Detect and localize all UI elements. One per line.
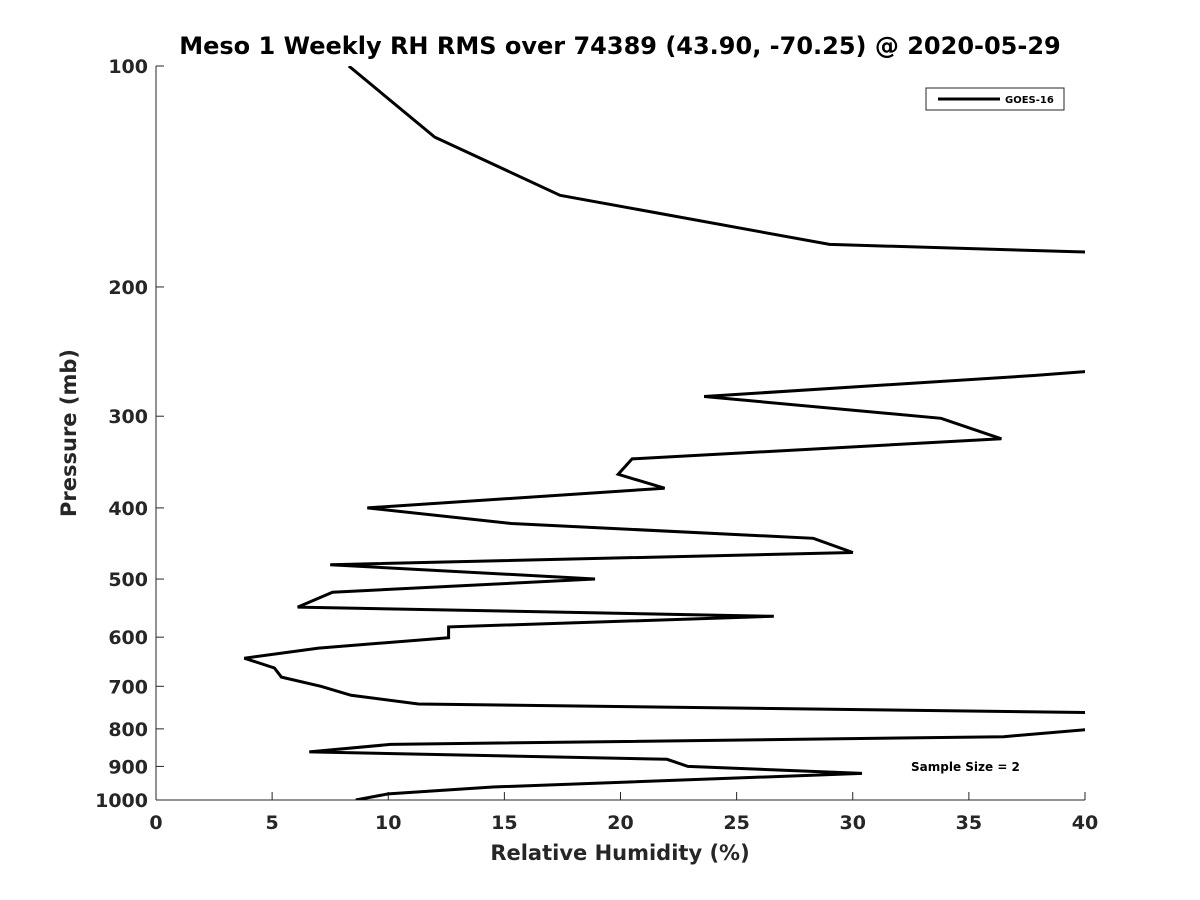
x-tick-label: 15 — [491, 812, 517, 834]
y-ticks: 100 200 300 400 500 600 700 800 900 1000 — [95, 56, 164, 812]
x-tick-label: 35 — [956, 812, 982, 834]
x-tick-label: 30 — [840, 812, 866, 834]
series-group — [243, 66, 1085, 800]
y-tick-label: 500 — [108, 569, 148, 591]
chart-title: Meso 1 Weekly RH RMS over 74389 (43.90, … — [179, 32, 1061, 60]
y-tick-label: 700 — [108, 676, 148, 698]
x-tick-label: 25 — [723, 812, 749, 834]
y-axis-label: Pressure (mb) — [57, 349, 81, 517]
y-tick-label: 200 — [108, 277, 148, 299]
y-tick-label: 800 — [108, 719, 148, 741]
y-tick-label: 1000 — [95, 790, 148, 812]
x-axis-label: Relative Humidity (%) — [490, 841, 749, 865]
legend-label-goes-16: GOES-16 — [1005, 95, 1054, 106]
x-ticks: 0 5 10 15 20 25 30 35 40 — [149, 792, 1098, 834]
x-tick-label: 20 — [607, 812, 633, 834]
x-tick-label: 0 — [149, 812, 162, 834]
y-tick-label: 300 — [108, 406, 148, 428]
series-line-goes-16 — [243, 66, 1085, 800]
x-tick-label: 40 — [1072, 812, 1098, 834]
x-tick-label: 5 — [266, 812, 279, 834]
y-tick-label: 100 — [108, 56, 148, 78]
sample-size-annotation: Sample Size = 2 — [911, 760, 1020, 774]
y-tick-label: 900 — [108, 756, 148, 778]
legend: GOES-16 — [925, 87, 1065, 111]
x-tick-label: 10 — [375, 812, 401, 834]
y-tick-label: 400 — [108, 498, 148, 520]
y-tick-label: 600 — [108, 627, 148, 649]
